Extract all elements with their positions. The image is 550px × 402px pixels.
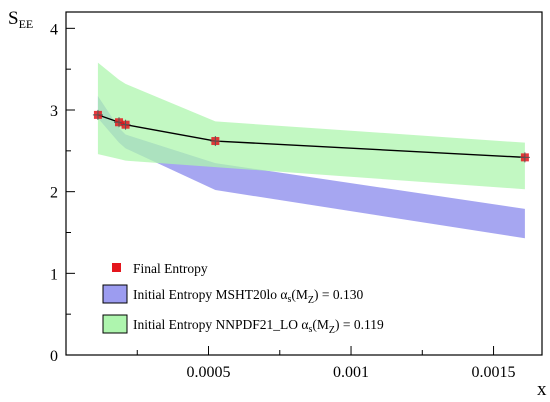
uncertainty-bands xyxy=(97,62,525,239)
legend-label: Initial Entropy NNPDF21_LO αs(MZ) = 0.11… xyxy=(133,317,384,336)
y-axis-title-sub: EE xyxy=(19,17,34,31)
legend-label: Final Entropy xyxy=(133,261,208,276)
legend-label: Initial Entropy MSHT20lo αs(MZ) = 0.130 xyxy=(133,287,363,306)
band-2 xyxy=(97,62,525,190)
plot-frame xyxy=(65,11,543,356)
y-tick-label: 3 xyxy=(50,103,58,120)
y-tick-label: 2 xyxy=(50,185,58,202)
legend: Final Entropy Initial Entropy MSHT20lo αs… xyxy=(102,261,384,336)
data-points xyxy=(92,109,530,163)
x-tick-label: 0.001 xyxy=(333,364,369,381)
legend-swatch xyxy=(102,284,128,304)
y-axis-title: SEE xyxy=(8,8,33,31)
band-1 xyxy=(97,96,525,239)
y-tick-label: 1 xyxy=(50,266,58,283)
x-tick-label: 0.0005 xyxy=(187,364,231,381)
y-tick-label: 4 xyxy=(50,21,58,38)
x-axis-title: x xyxy=(537,379,547,400)
x-tick-label: 0.0015 xyxy=(472,364,516,381)
legend-marker-square xyxy=(112,263,121,272)
axis-ticks: 0 1 2 3 4 0.0005 0.001 0.0015 xyxy=(50,21,516,381)
y-tick-label: 0 xyxy=(50,348,58,365)
y-axis-title-main: S xyxy=(8,8,19,29)
legend-swatch xyxy=(102,314,128,334)
